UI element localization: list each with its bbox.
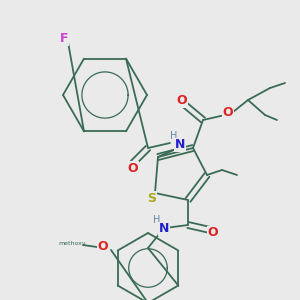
Text: O: O [177, 94, 187, 107]
Text: methoxy: methoxy [58, 242, 86, 247]
Text: H: H [153, 215, 161, 225]
Text: N: N [175, 139, 185, 152]
Text: O: O [98, 241, 108, 254]
Text: H: H [170, 131, 178, 141]
Text: F: F [60, 32, 68, 46]
Text: O: O [208, 226, 218, 239]
Text: O: O [223, 106, 233, 118]
Text: O: O [128, 161, 138, 175]
Text: S: S [148, 191, 157, 205]
Text: N: N [159, 223, 169, 236]
